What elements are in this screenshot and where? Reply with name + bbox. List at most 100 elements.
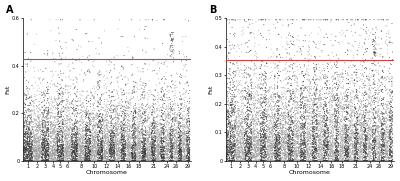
Point xyxy=(316,112,322,115)
Point xyxy=(280,151,287,154)
Point xyxy=(373,148,379,151)
Point xyxy=(27,149,33,152)
Point xyxy=(313,63,319,66)
Point xyxy=(342,35,348,37)
Point xyxy=(360,116,366,119)
Point xyxy=(99,157,106,160)
Point xyxy=(135,141,142,144)
Point xyxy=(28,104,34,106)
Point xyxy=(72,159,78,162)
Point xyxy=(178,104,184,107)
Point xyxy=(91,146,97,148)
Point xyxy=(119,130,125,133)
Point xyxy=(364,134,370,137)
Point xyxy=(147,151,154,154)
Point xyxy=(64,152,70,155)
Point xyxy=(52,112,58,115)
Point xyxy=(77,156,84,159)
Point xyxy=(46,148,52,151)
Point xyxy=(367,122,374,125)
Point xyxy=(373,100,379,103)
Point xyxy=(310,109,317,112)
Point xyxy=(250,136,256,138)
Point xyxy=(97,80,104,83)
Point xyxy=(387,144,393,147)
Point xyxy=(307,159,314,162)
Point xyxy=(376,157,383,160)
Point xyxy=(298,149,305,152)
Point xyxy=(256,159,262,162)
Point xyxy=(245,148,251,151)
Point xyxy=(67,134,74,137)
Point xyxy=(117,159,123,162)
Point xyxy=(386,154,392,157)
Point xyxy=(246,147,252,150)
Point xyxy=(292,75,298,77)
Point xyxy=(236,83,243,86)
Point xyxy=(379,159,385,162)
Point xyxy=(135,159,141,162)
Point xyxy=(273,143,279,146)
Point xyxy=(158,78,165,81)
Point xyxy=(142,149,148,151)
Point xyxy=(76,125,82,128)
Point xyxy=(73,146,79,149)
Point xyxy=(226,116,232,119)
Point xyxy=(182,138,189,141)
Point xyxy=(120,145,127,148)
Point xyxy=(96,153,103,156)
Point xyxy=(32,114,38,117)
Point xyxy=(241,138,248,140)
Point xyxy=(91,119,97,122)
Point xyxy=(359,137,365,140)
Point xyxy=(346,128,352,131)
Point xyxy=(146,136,152,139)
Point xyxy=(44,126,50,129)
Point xyxy=(59,145,65,148)
Point xyxy=(278,93,284,96)
Point xyxy=(184,80,191,83)
Point xyxy=(228,109,235,112)
Point xyxy=(28,147,35,150)
Point xyxy=(350,155,357,158)
Point xyxy=(32,112,38,115)
Point xyxy=(37,144,43,147)
Point xyxy=(164,150,170,153)
Point xyxy=(96,140,102,143)
Point xyxy=(385,158,392,161)
Point xyxy=(304,151,310,154)
Point xyxy=(243,144,250,147)
Point xyxy=(56,103,63,106)
Point xyxy=(177,148,184,151)
Point xyxy=(122,159,128,162)
Point xyxy=(124,159,130,162)
Point xyxy=(380,18,386,21)
Point xyxy=(163,140,169,143)
Point xyxy=(228,123,234,126)
Point xyxy=(46,143,53,146)
Point xyxy=(333,153,339,156)
Point xyxy=(321,156,328,159)
Point xyxy=(67,159,74,162)
Point xyxy=(380,143,386,146)
Point xyxy=(145,152,151,155)
Point xyxy=(122,118,128,121)
Point xyxy=(339,159,345,162)
Point xyxy=(39,119,46,122)
Point xyxy=(265,123,271,126)
Point xyxy=(83,158,90,161)
Point xyxy=(372,130,378,133)
Point xyxy=(71,158,78,161)
Point xyxy=(154,146,160,149)
Point xyxy=(317,134,324,137)
Point xyxy=(324,110,330,113)
Point xyxy=(389,117,396,120)
Point xyxy=(126,159,133,162)
Point xyxy=(97,153,103,156)
Point xyxy=(154,158,160,161)
Point xyxy=(38,159,44,162)
Point xyxy=(326,140,332,143)
Point xyxy=(340,18,346,21)
Point xyxy=(296,151,302,154)
Point xyxy=(146,153,152,156)
